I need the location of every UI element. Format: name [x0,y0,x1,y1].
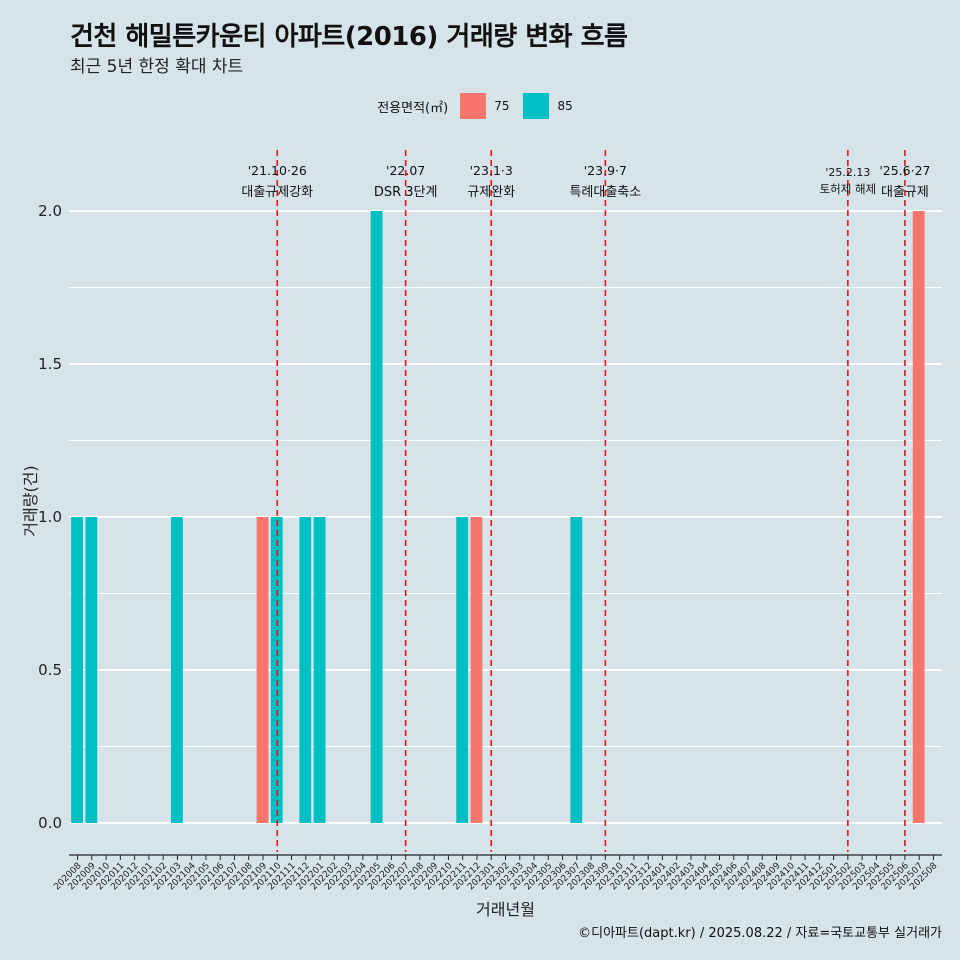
event-name-label: 특례대출축소 [569,185,641,200]
legend-swatch-85 [523,93,550,119]
x-axis-title: 거래년월 [476,900,535,919]
event-name-label: 대출규제 [881,185,929,200]
bar-202211-series-85 [456,517,469,823]
bar-202009-series-85 [85,517,98,823]
y-tick-label: 1.0 [38,508,62,526]
bar-202201-series-85 [313,517,326,823]
bar-202103-series-85 [170,517,183,823]
y-tick-label: 0.5 [38,661,62,679]
event-name-label: 토허제 해제 [820,182,877,196]
bar-202307-series-85 [570,517,583,823]
event-name-label: DSR 3단계 [374,185,438,200]
bar-202008-series-85 [71,517,83,823]
legend-swatch-75 [460,93,487,119]
chart-subtitle: 최근 5년 한정 확대 차트 [70,57,244,77]
event-date-label: '23.9·7 [584,163,627,178]
bar-202507-series-75 [912,211,925,823]
event-date-label: '25.2.13 [825,166,870,179]
y-tick-label: 2.0 [38,202,62,220]
event-name-label: 규제완화 [467,185,515,200]
legend-title: 전용면적(㎡) [377,100,449,116]
legend: 전용면적(㎡) 75 85 [0,93,960,119]
event-date-label: '25.6·27 [879,163,930,178]
event-date-label: '21.10·26 [248,163,307,178]
bar-202205-series-85 [370,211,383,823]
event-date-label: '22.07 [386,163,425,178]
bar-202212-series-75 [470,517,483,823]
bar-202112-series-85 [299,517,312,823]
chart-title: 건천 해밀튼카운티 아파트(2016) 거래량 변화 흐름 [70,22,628,52]
y-tick-label: 1.5 [38,355,62,373]
source-caption: ©디아파트(dapt.kr) / 2025.08.22 / 자료=국토교통부 실… [578,926,942,941]
y-tick-label: 0.0 [38,814,62,832]
legend-label-75: 75 [494,99,510,113]
bar-202109-series-75 [256,517,269,823]
event-date-label: '23.1·3 [470,163,513,178]
legend-label-85: 85 [557,99,573,113]
event-name-label: 대출규제강화 [241,185,313,200]
y-axis-title: 거래량(건) [21,465,40,536]
